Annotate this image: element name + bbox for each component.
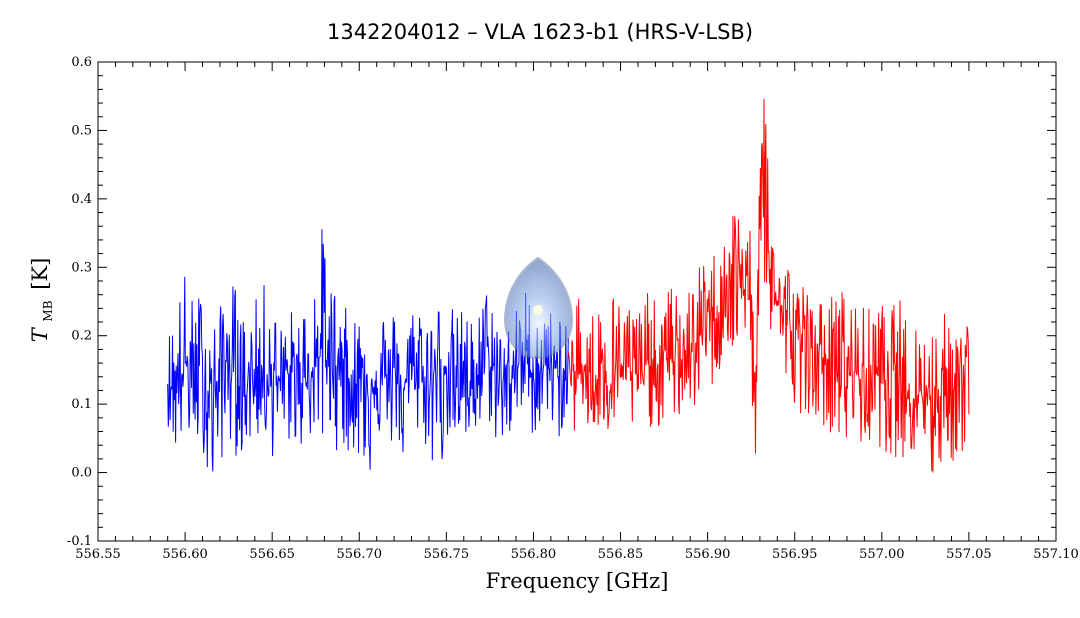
y-tick-label: 0.1 xyxy=(71,397,92,412)
x-tick-label: 556.90 xyxy=(685,547,731,562)
x-tick-label: 556.80 xyxy=(511,547,557,562)
y-tick-label: 0.6 xyxy=(71,55,92,70)
svg-text:T MB [K]: T MB [K] xyxy=(28,258,57,343)
y-tick-label: -0.1 xyxy=(67,534,92,549)
y-axis-label-main: T xyxy=(28,326,52,342)
y-axis-label-sub: MB xyxy=(41,300,55,321)
x-tick-label: 556.55 xyxy=(75,547,121,562)
axis-ticks xyxy=(97,61,1057,542)
data-area xyxy=(167,98,970,473)
y-tick-label: 0.2 xyxy=(71,329,92,344)
y-tick-label: 0.4 xyxy=(71,192,92,207)
x-tick-label: 557.10 xyxy=(1033,547,1079,562)
x-axis-label: Frequency [GHz] xyxy=(486,569,669,593)
y-axis-label-unit: [K] xyxy=(28,258,52,290)
x-tick-label: 557.05 xyxy=(946,547,992,562)
spectrum-line xyxy=(567,98,970,473)
y-tick-label: 0.0 xyxy=(71,466,92,481)
y-tick-label: 0.3 xyxy=(71,260,92,275)
x-tick-label: 557.00 xyxy=(859,547,905,562)
x-tick-label: 556.60 xyxy=(162,547,208,562)
spectrum-line xyxy=(167,229,569,472)
chart-title: 1342204012 – VLA 1623-b1 (HRS-V-LSB) xyxy=(327,20,753,44)
tick-labels: 556.55 556.60 556.65 556.70 556.75 556.80 556.… xyxy=(67,55,1079,562)
y-axis-label: T MB [K] xyxy=(28,258,57,343)
x-tick-label: 556.85 xyxy=(598,547,644,562)
plot-frame xyxy=(97,61,1057,542)
x-tick-label: 556.65 xyxy=(249,547,295,562)
series-red xyxy=(567,98,970,473)
series-blue xyxy=(167,229,569,472)
x-tick-label: 556.75 xyxy=(424,547,470,562)
logo-watermark xyxy=(503,256,574,360)
x-tick-label: 556.70 xyxy=(337,547,383,562)
y-tick-label: 0.5 xyxy=(71,123,92,138)
x-tick-label: 556.95 xyxy=(772,547,818,562)
